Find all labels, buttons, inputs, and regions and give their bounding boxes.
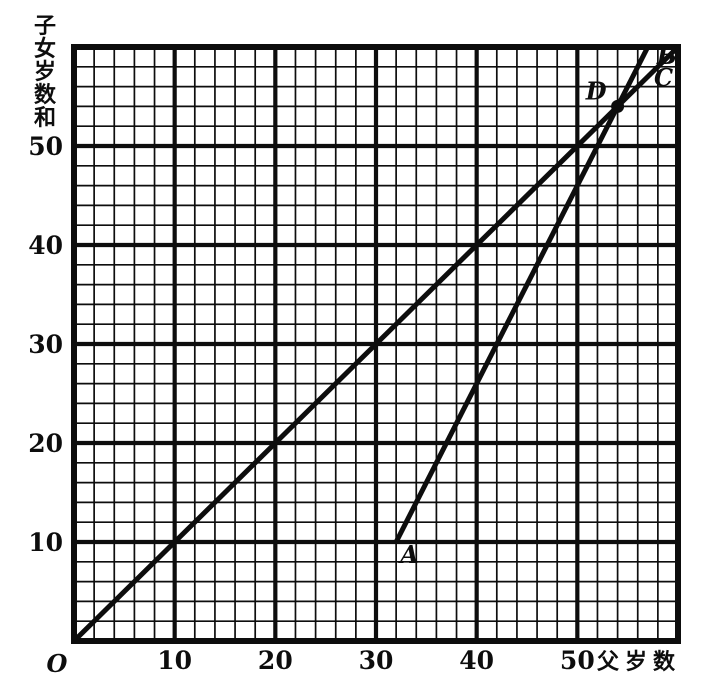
plot-border xyxy=(71,44,681,644)
x-tick-label-20: 20 xyxy=(258,646,293,675)
origin-label: O xyxy=(47,649,68,678)
line-AB xyxy=(393,45,651,544)
point-label-B: B xyxy=(656,41,677,70)
point-label-C: C xyxy=(654,63,673,92)
y-axis-title-char: 女 xyxy=(34,36,56,62)
y-tick-label-40: 40 xyxy=(28,231,63,260)
point-label-D: D xyxy=(585,76,607,105)
x-tick-label-50: 50 xyxy=(560,646,595,675)
x-axis-title: 父岁数 xyxy=(597,649,681,675)
y-tick-label-20: 20 xyxy=(28,429,63,458)
x-tick-label-10: 10 xyxy=(157,646,192,675)
y-tick-label-50: 50 xyxy=(28,132,63,161)
y-axis-title-char: 数 xyxy=(34,82,57,108)
point-label-A: A xyxy=(398,540,419,569)
y-axis-title-char: 和 xyxy=(34,105,56,131)
y-axis-title-char: 子 xyxy=(34,13,56,39)
x-tick-label-40: 40 xyxy=(459,646,494,675)
y-axis-title-char: 岁 xyxy=(34,59,56,85)
x-tick-label-30: 30 xyxy=(359,646,394,675)
line-OC xyxy=(72,45,680,643)
x-tick-labels: 10 20 30 40 50 xyxy=(157,646,594,675)
point-D-dot xyxy=(611,99,625,113)
y-tick-labels: 10 20 30 40 50 xyxy=(28,132,63,557)
y-tick-label-10: 10 xyxy=(28,528,63,557)
y-tick-label-30: 30 xyxy=(28,330,63,359)
